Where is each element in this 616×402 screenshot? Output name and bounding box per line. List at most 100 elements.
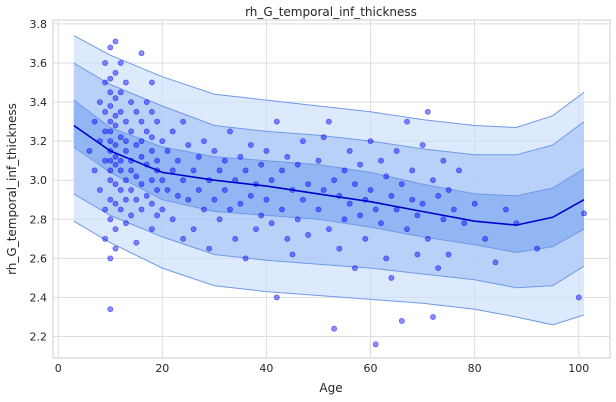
data-point xyxy=(148,147,155,154)
data-point xyxy=(351,181,358,187)
data-point xyxy=(492,259,499,266)
data-point xyxy=(138,118,145,125)
median-line xyxy=(73,124,585,226)
data-point xyxy=(430,314,436,320)
data-point xyxy=(148,200,155,207)
data-point xyxy=(169,128,176,135)
data-point xyxy=(445,251,452,258)
data-point xyxy=(123,118,129,125)
data-point xyxy=(383,173,390,180)
data-point xyxy=(159,177,166,184)
data-point xyxy=(195,187,202,193)
percentile-line-p75 xyxy=(73,99,585,197)
data-point xyxy=(107,128,114,135)
data-point xyxy=(190,226,197,232)
data-point xyxy=(169,216,176,223)
data-point xyxy=(456,167,462,174)
data-point xyxy=(435,192,442,199)
data-point xyxy=(117,167,124,174)
data-point xyxy=(346,200,353,207)
data-point xyxy=(227,128,233,135)
x-axis-label: Age xyxy=(319,381,342,395)
data-point xyxy=(154,187,160,193)
x-tick-label: 40 xyxy=(259,362,273,375)
data-point xyxy=(107,306,114,313)
data-point xyxy=(112,69,119,76)
data-point xyxy=(294,161,301,168)
data-point xyxy=(107,44,114,51)
data-point xyxy=(258,161,265,168)
data-point xyxy=(201,206,207,213)
data-point xyxy=(430,177,436,184)
data-point xyxy=(409,196,416,203)
data-point xyxy=(424,108,431,115)
data-point xyxy=(148,177,155,184)
data-point xyxy=(273,118,280,125)
data-point xyxy=(388,192,395,199)
y-axis-label: rh_G_temporal_inf_thickness xyxy=(5,103,19,275)
data-point xyxy=(86,147,93,154)
data-point xyxy=(174,157,181,164)
data-point xyxy=(102,235,108,242)
percentile-bands xyxy=(73,35,585,326)
data-point xyxy=(315,157,322,164)
data-point xyxy=(440,157,447,164)
data-point xyxy=(107,138,114,144)
data-point xyxy=(154,212,160,219)
data-point xyxy=(112,161,119,168)
data-point xyxy=(383,255,390,262)
data-point xyxy=(331,177,337,184)
data-point xyxy=(112,38,119,45)
data-point xyxy=(440,216,447,223)
data-point xyxy=(123,147,129,154)
data-point xyxy=(237,200,244,207)
data-point xyxy=(341,167,348,174)
data-point xyxy=(341,216,348,223)
data-point xyxy=(107,89,114,96)
data-point xyxy=(123,138,129,144)
data-point xyxy=(367,138,374,144)
data-point xyxy=(91,167,98,174)
data-point xyxy=(367,187,374,193)
data-point xyxy=(336,245,343,252)
median-curve xyxy=(73,124,585,226)
y-tick-label: 3.4 xyxy=(30,96,48,109)
data-point xyxy=(148,79,155,86)
data-point xyxy=(581,210,587,217)
data-point xyxy=(273,294,280,301)
data-point xyxy=(502,206,509,213)
data-point xyxy=(320,134,327,141)
data-point xyxy=(107,177,114,184)
x-tick-label: 100 xyxy=(568,362,589,375)
x-axis-ticks: 0 20 40 60 80 100 xyxy=(55,362,590,375)
data-point xyxy=(112,142,119,148)
data-point xyxy=(414,212,421,219)
data-point xyxy=(216,167,223,174)
data-point xyxy=(232,235,239,242)
data-point xyxy=(351,265,358,271)
data-point xyxy=(325,118,332,125)
chart-title: rh_G_temporal_inf_thickness xyxy=(245,5,417,19)
data-point xyxy=(279,167,285,174)
y-tick-label: 3.0 xyxy=(30,174,48,187)
data-point xyxy=(138,181,145,187)
data-point xyxy=(164,187,171,193)
data-point xyxy=(159,138,166,144)
data-point xyxy=(388,274,395,281)
data-point xyxy=(201,138,207,144)
data-point xyxy=(148,226,155,232)
data-point xyxy=(242,167,249,174)
data-point xyxy=(107,157,114,164)
data-point xyxy=(237,153,244,160)
data-point xyxy=(315,206,322,213)
x-tick-label: 60 xyxy=(364,362,378,375)
data-point xyxy=(133,173,140,180)
data-point xyxy=(268,220,275,227)
data-point xyxy=(279,206,285,213)
data-point xyxy=(190,167,197,174)
data-point xyxy=(305,181,311,187)
data-point xyxy=(320,187,327,193)
x-tick-label: 20 xyxy=(155,362,169,375)
data-point xyxy=(143,128,150,135)
